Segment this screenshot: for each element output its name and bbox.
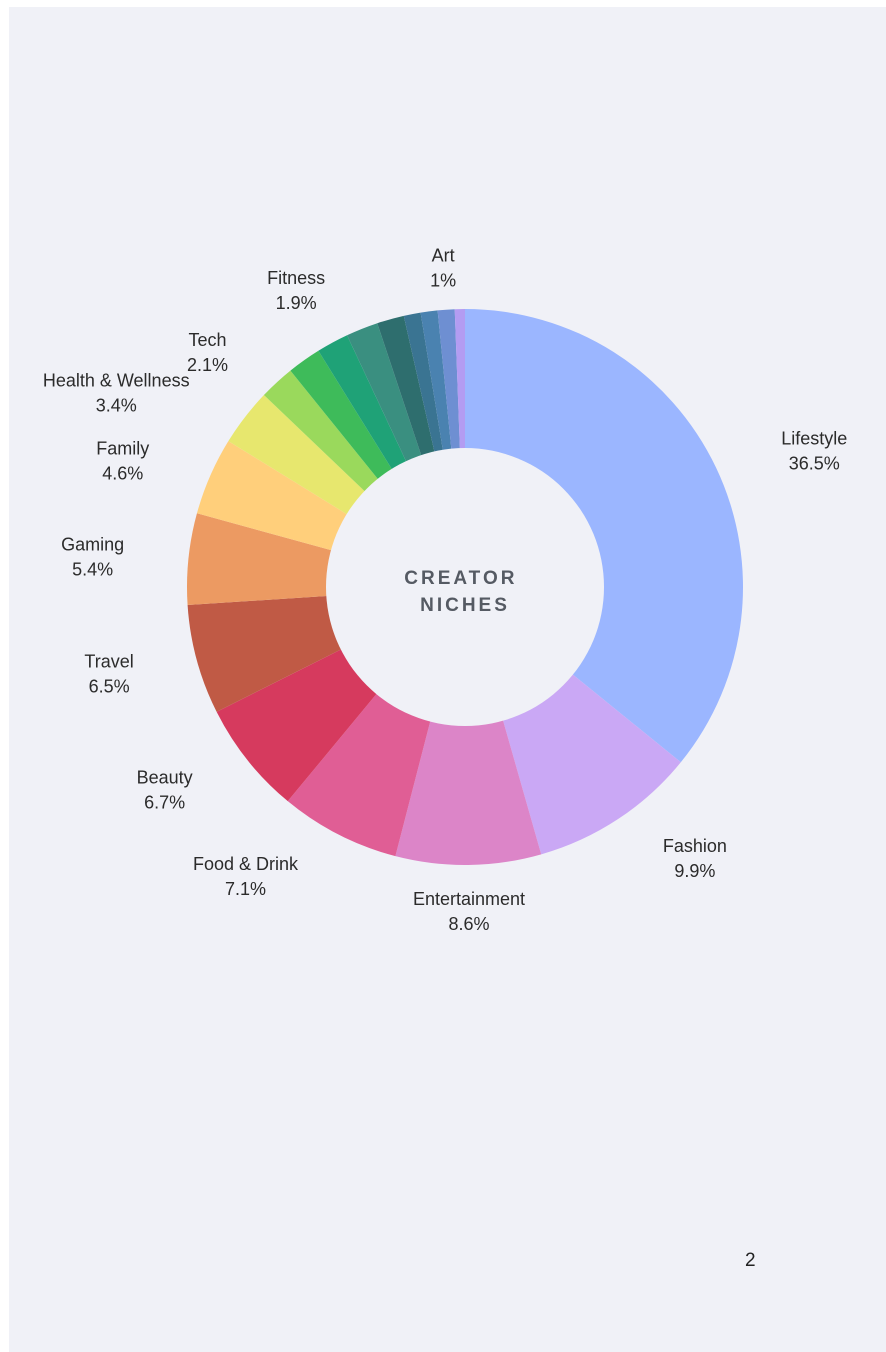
- slice-label-gaming: Gaming 5.4%: [61, 534, 124, 579]
- center-title: CREATOR NICHES: [404, 568, 525, 616]
- slice-entertainment: [395, 587, 542, 866]
- slice-label-name: Entertainment: [413, 889, 525, 909]
- slice-label-travel: Travel 6.5%: [84, 651, 133, 696]
- slice-label-entertainment: Entertainment 8.6%: [413, 889, 525, 934]
- slice-label-value: 9.9%: [674, 861, 715, 881]
- center-title-line-2: NICHES: [420, 595, 510, 616]
- slice-label-art: Art 1%: [430, 246, 456, 291]
- donut-labels: Lifestyle 36.5% Fashion 9.9% Entertainment 8.…: [43, 246, 847, 934]
- report-page: Lifestyle 36.5% Fashion 9.9% Entertainment 8.…: [9, 7, 886, 1352]
- page-number: 2: [745, 1250, 756, 1271]
- slice-label-name: Tech: [188, 330, 226, 350]
- slice-label-fashion: Fashion 9.9%: [663, 836, 727, 881]
- slice-label-value: 7.1%: [225, 879, 266, 899]
- slice-label-name: Gaming: [61, 534, 124, 554]
- donut-center-hole: [326, 448, 604, 726]
- slice-label-name: Health & Wellness: [43, 370, 190, 390]
- slice-label-name: Beauty: [137, 768, 193, 788]
- donut-chart: Lifestyle 36.5% Fashion 9.9% Entertainment 8.…: [43, 246, 847, 934]
- slice-label-value: 3.4%: [96, 395, 137, 415]
- slice-label-value: 5.4%: [72, 559, 113, 579]
- slice-label-name: Fashion: [663, 836, 727, 856]
- slice-label-fitness: Fitness 1.9%: [267, 268, 325, 313]
- slice-label-name: Travel: [84, 651, 133, 671]
- slice-lifestyle: [465, 309, 744, 763]
- slice-label-value: 1%: [430, 271, 456, 291]
- slice-label-name: Food & Drink: [193, 854, 299, 874]
- slice-label-value: 36.5%: [789, 454, 840, 474]
- slice-label-value: 1.9%: [276, 293, 317, 313]
- slice-label-name: Art: [432, 246, 455, 266]
- slice-label-food-and-drink: Food & Drink 7.1%: [193, 854, 299, 899]
- slice-label-lifestyle: Lifestyle 36.5%: [781, 429, 847, 474]
- slice-label-value: 6.5%: [89, 676, 130, 696]
- slice-label-value: 8.6%: [448, 914, 489, 934]
- center-title-line-1: CREATOR: [404, 568, 517, 589]
- slice-label-value: 6.7%: [144, 793, 185, 813]
- slice-label-name: Fitness: [267, 268, 325, 288]
- slice-label-family: Family 4.6%: [96, 439, 149, 484]
- slice-label-tech: Tech 2.1%: [187, 330, 228, 375]
- slice-label-value: 2.1%: [187, 355, 228, 375]
- slice-label-value: 4.6%: [102, 464, 143, 484]
- slice-label-health-and-wellness: Health & Wellness 3.4%: [43, 370, 190, 415]
- slice-label-beauty: Beauty 6.7%: [137, 768, 193, 813]
- slice-label-name: Family: [96, 439, 149, 459]
- slice-label-name: Lifestyle: [781, 429, 847, 449]
